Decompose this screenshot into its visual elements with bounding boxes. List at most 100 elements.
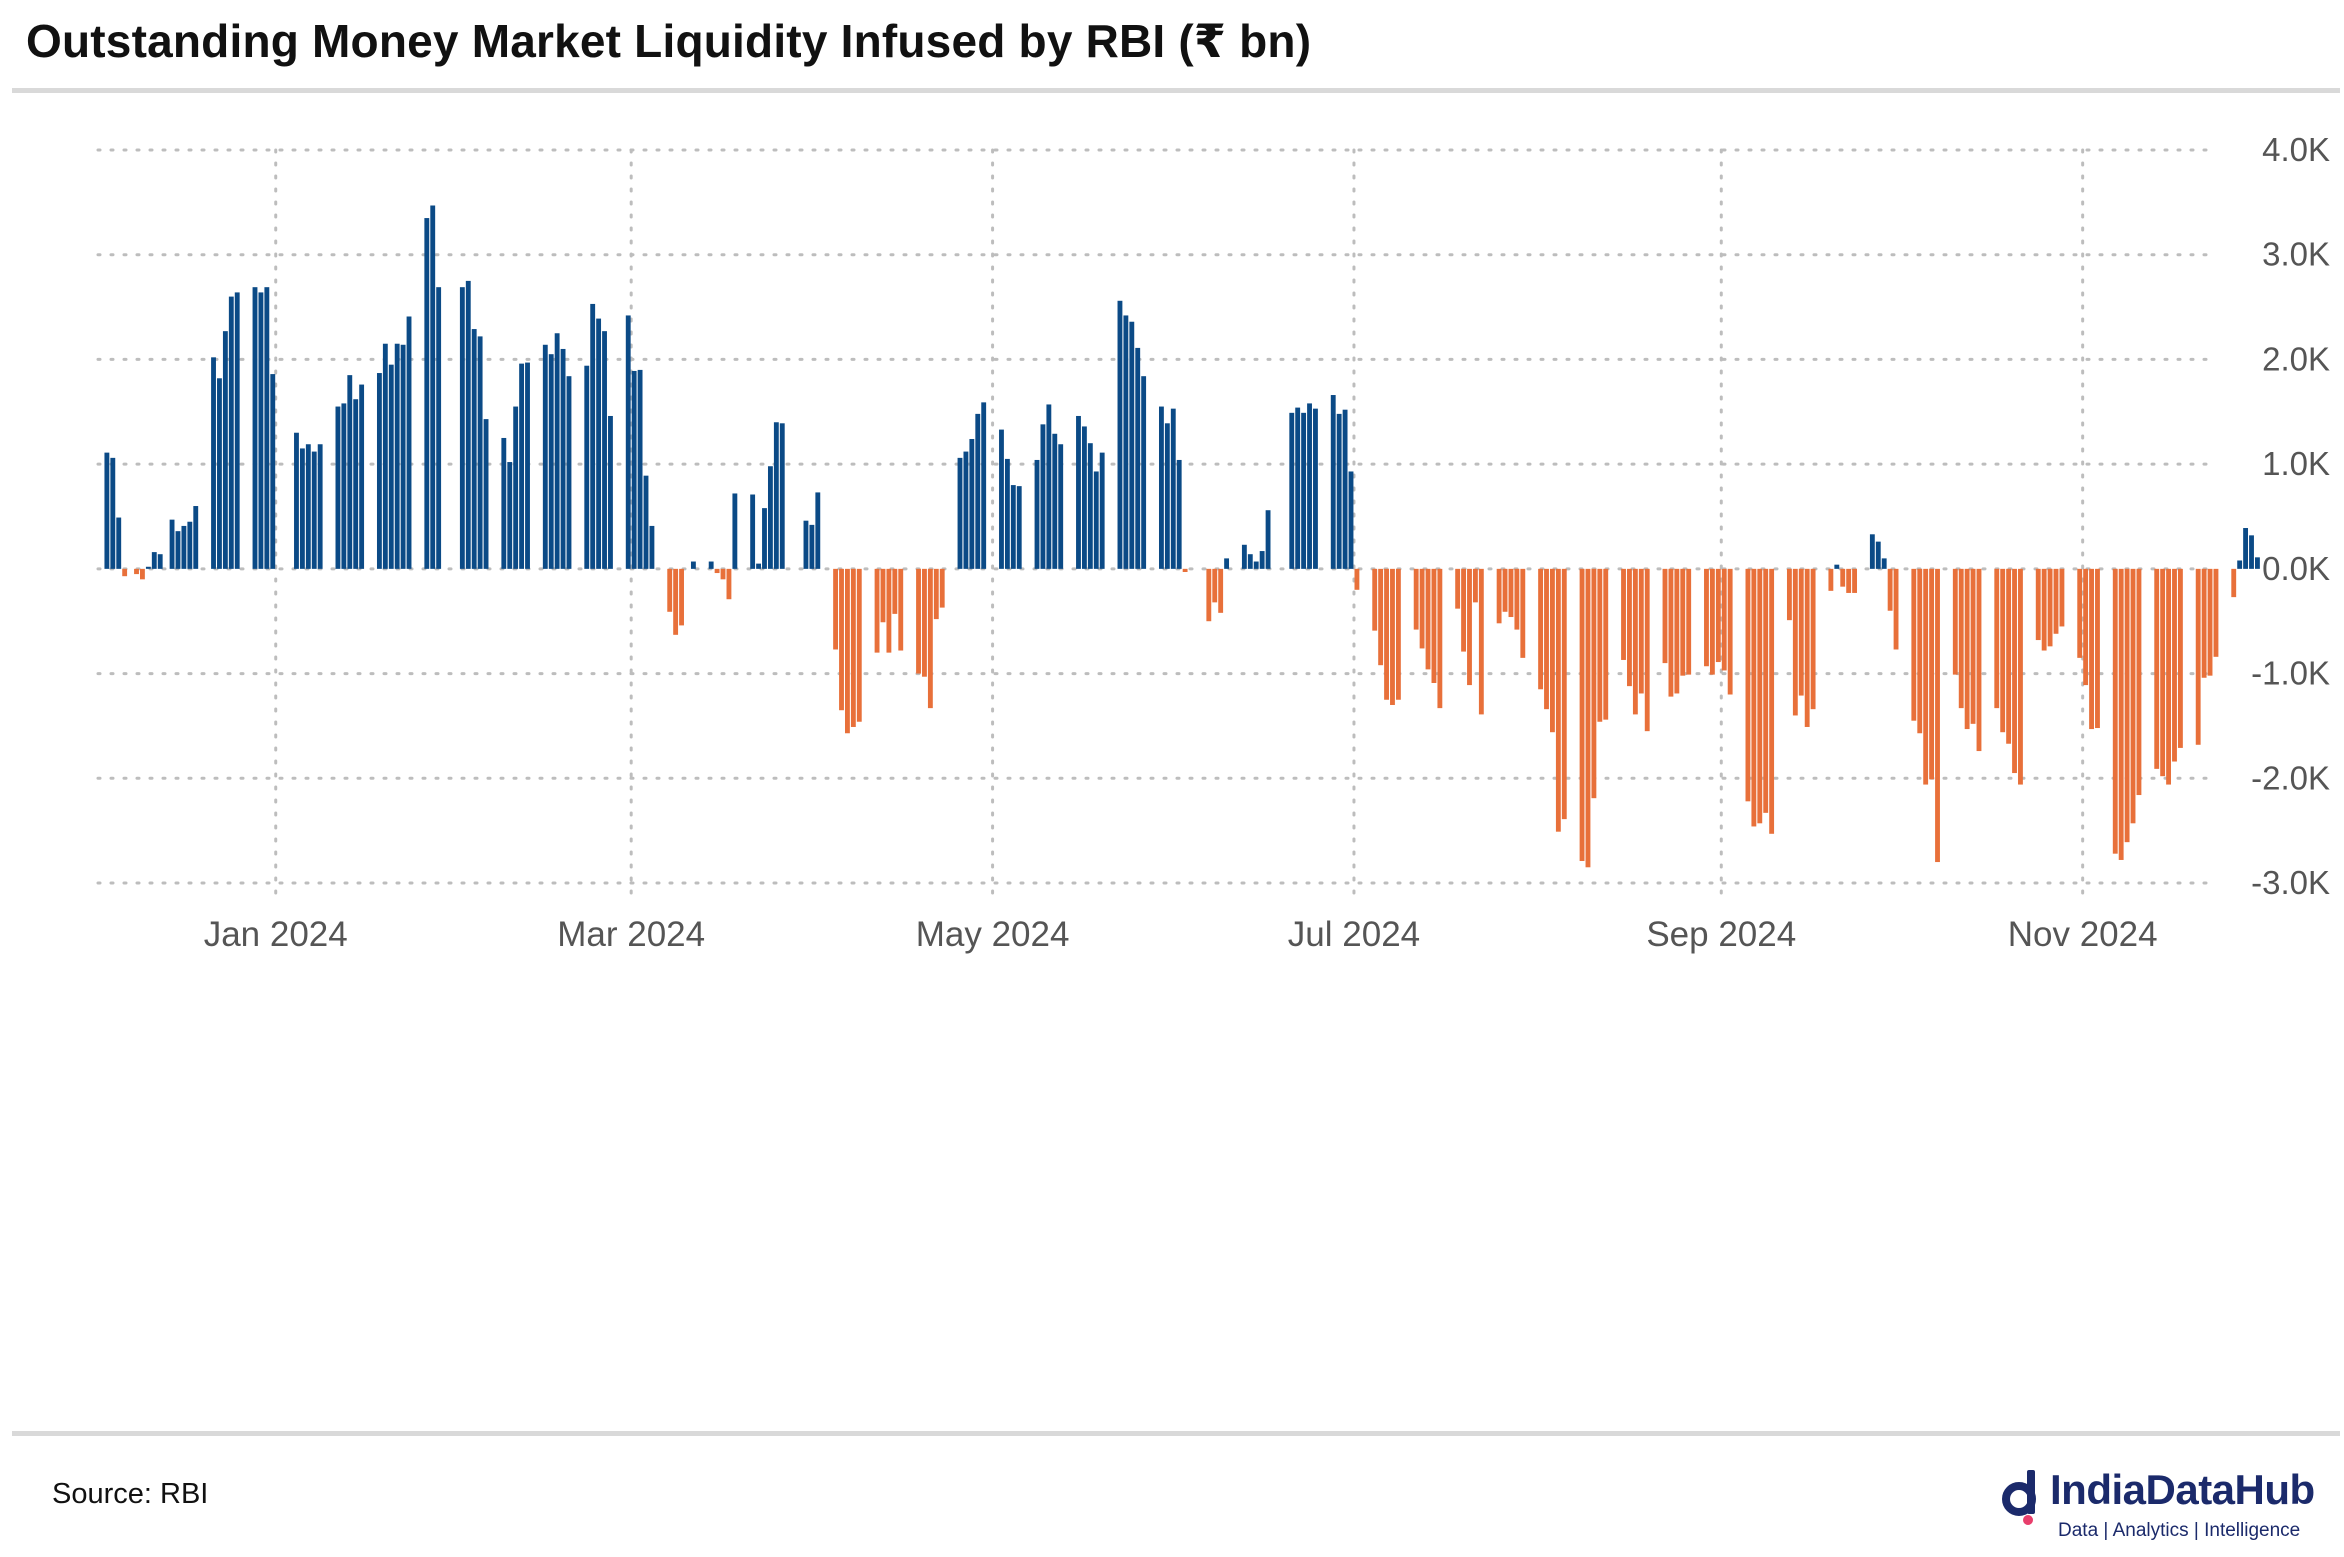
- bar: [1135, 347, 1141, 569]
- bar: [1040, 424, 1046, 569]
- bar: [525, 362, 530, 569]
- bar: [1585, 568, 1591, 868]
- bar: [690, 561, 696, 569]
- bar: [335, 406, 341, 569]
- bar: [1514, 568, 1520, 630]
- bar: [1597, 568, 1603, 722]
- bar: [1627, 568, 1632, 687]
- bar: [1336, 413, 1342, 569]
- bar: [1384, 568, 1389, 700]
- bar: [1099, 452, 1105, 569]
- bar: [2201, 568, 2207, 678]
- bar: [1034, 459, 1040, 569]
- bar: [809, 524, 815, 569]
- bar: [898, 568, 904, 651]
- bar: [839, 568, 844, 711]
- chart-plot: 4.0K 3.0K 2.0K 1.0K 0.0K -1.0K -2.0K -3.0K Jan …: [96, 131, 2330, 954]
- bar: [1591, 568, 1597, 799]
- bar: [762, 508, 767, 569]
- bar: [1395, 568, 1401, 700]
- bar: [1727, 568, 1733, 695]
- bar: [2112, 568, 2118, 854]
- bar: [1846, 568, 1852, 593]
- bar: [1224, 558, 1230, 569]
- bar: [566, 376, 572, 569]
- bar: [1437, 568, 1443, 709]
- bar: [957, 457, 963, 569]
- bar: [1917, 568, 1923, 734]
- bar: [145, 566, 151, 569]
- bar: [2231, 568, 2237, 598]
- logo-mark-icon: [2002, 1470, 2036, 1525]
- bar: [1970, 568, 1976, 724]
- bar: [1093, 471, 1099, 569]
- bar: [1419, 568, 1425, 649]
- bar: [1354, 568, 1360, 590]
- bar: [2249, 535, 2254, 569]
- bar: [483, 419, 489, 569]
- bar: [2243, 528, 2249, 569]
- bar: [2053, 568, 2059, 634]
- bar: [1431, 568, 1437, 683]
- bar: [1869, 534, 1875, 569]
- bar: [1964, 568, 1970, 730]
- bar: [382, 343, 388, 569]
- bar: [1081, 426, 1087, 569]
- bar: [187, 521, 193, 569]
- bar: [560, 348, 566, 569]
- bar: [756, 563, 761, 569]
- bar: [815, 492, 821, 569]
- bar: [1182, 568, 1188, 572]
- bar: [767, 466, 773, 569]
- bar: [1881, 558, 1887, 569]
- bar: [1247, 554, 1253, 569]
- bottom-divider: [12, 1431, 2340, 1436]
- x-axis-labels: Jan 2024 Mar 2024 May 2024 Jul 2024 Sep 2024…: [204, 915, 2158, 954]
- bar: [939, 568, 945, 608]
- source-note: Source: RBI: [52, 1478, 209, 1510]
- bar: [305, 444, 311, 569]
- bar: [134, 568, 139, 575]
- y-tick-label: 4.0K: [2262, 131, 2330, 168]
- bar: [927, 568, 933, 709]
- y-tick-label: 3.0K: [2262, 236, 2330, 273]
- bar: [2083, 568, 2089, 686]
- bar: [845, 568, 850, 734]
- bar: [1804, 568, 1810, 727]
- bar: [1087, 443, 1093, 569]
- bar: [596, 318, 602, 569]
- bar: [1016, 486, 1022, 569]
- bar: [347, 375, 353, 569]
- bar: [1792, 568, 1798, 716]
- bar: [122, 568, 128, 577]
- x-tick-label: Sep 2024: [1646, 915, 1796, 954]
- bar: [2012, 568, 2017, 774]
- bar: [732, 493, 738, 569]
- bar: [157, 554, 163, 569]
- bar: [1342, 409, 1348, 569]
- chart-title: Outstanding Money Market Liquidity Infus…: [26, 15, 1312, 67]
- x-tick-label: May 2024: [916, 915, 1070, 954]
- bar: [1218, 568, 1224, 613]
- bar: [519, 363, 525, 569]
- bar: [430, 205, 436, 569]
- bar: [1798, 568, 1804, 696]
- bar: [1307, 403, 1312, 569]
- bar: [1686, 568, 1692, 675]
- bar: [548, 354, 554, 569]
- bar: [1158, 406, 1164, 569]
- bar: [892, 568, 898, 614]
- bar: [1544, 568, 1549, 710]
- top-divider: [12, 88, 2340, 93]
- bar: [1935, 568, 1940, 863]
- bar: [140, 568, 145, 580]
- bar: [193, 506, 199, 569]
- bar: [1929, 568, 1935, 780]
- bar: [252, 287, 258, 569]
- bar: [1745, 568, 1751, 802]
- bar: [2041, 568, 2047, 651]
- bar: [1212, 568, 1218, 603]
- bar: [637, 369, 643, 569]
- bar: [880, 568, 886, 623]
- bar: [2124, 568, 2130, 843]
